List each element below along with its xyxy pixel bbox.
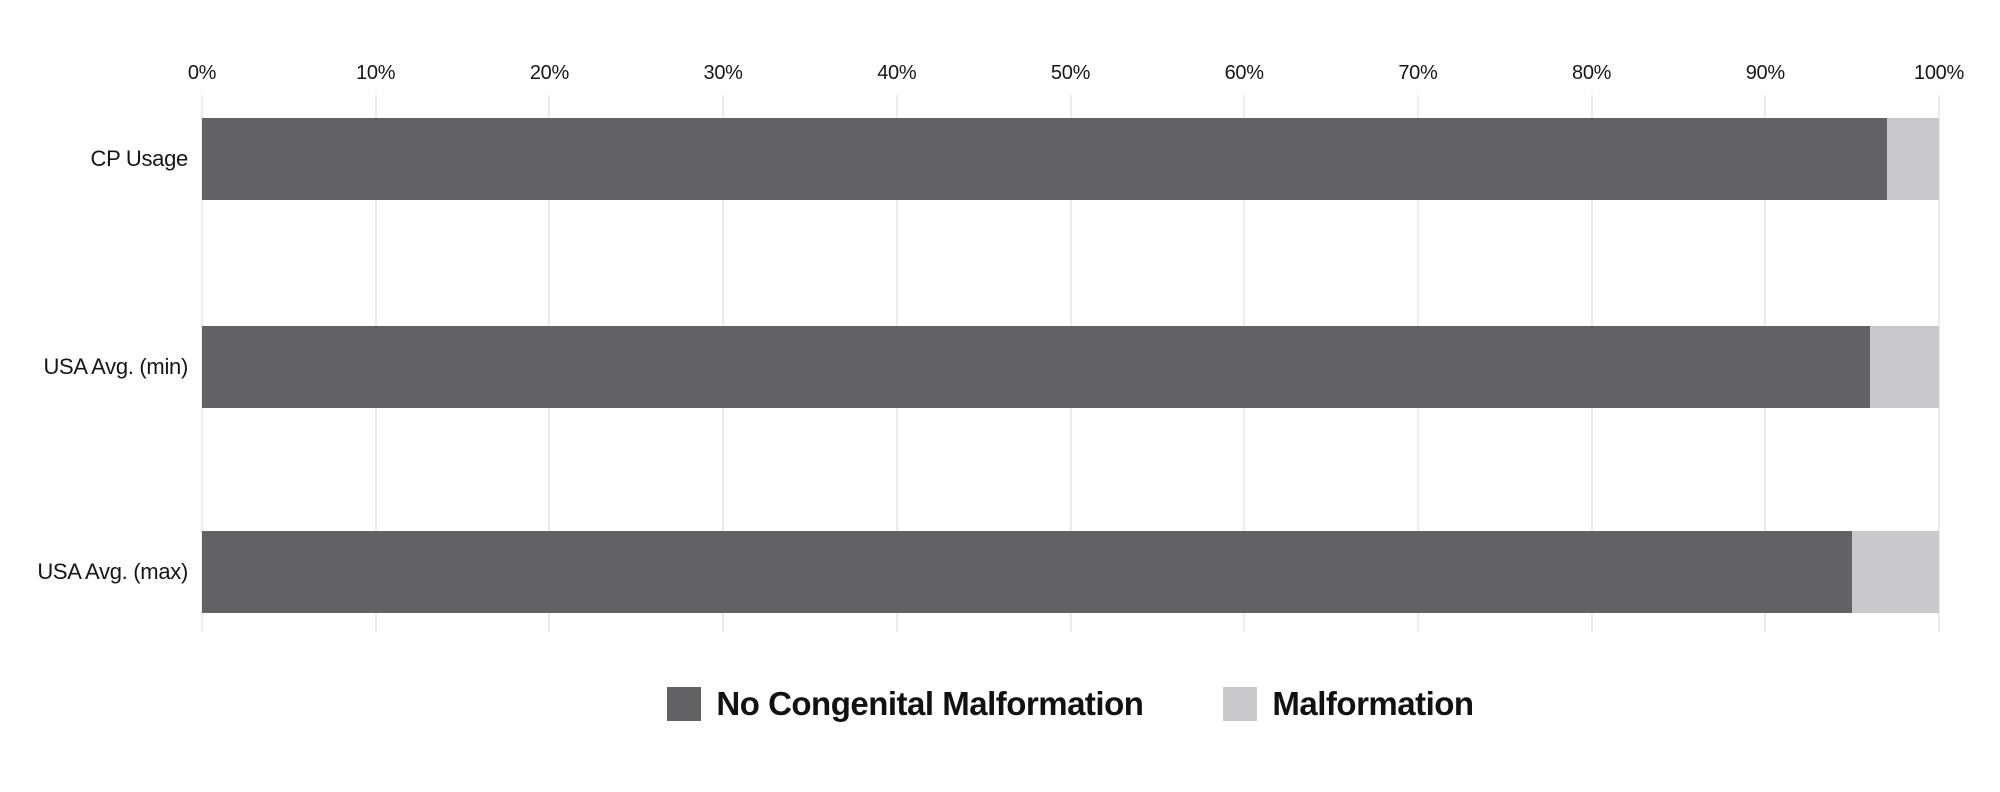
bar-cp-usage-segment-malformation [1886, 118, 1939, 200]
bar-usa-avg-min-segment-malformation [1869, 326, 1939, 408]
category-label-usa-avg-min: USA Avg. (min) [43, 354, 188, 379]
x-tick-label-20: 20% [529, 62, 569, 84]
legend-label-malformation: Malformation [1272, 685, 1474, 722]
bar-cp-usage-segment-no-congenital-malformation [202, 118, 1887, 200]
x-tick-label-40: 40% [877, 62, 917, 84]
legend: No Congenital Malformation Malformation [202, 680, 1939, 728]
x-tick-label-60: 60% [1224, 62, 1264, 84]
gridline-100 [1938, 95, 1940, 632]
x-tick-label-80: 80% [1572, 62, 1612, 84]
bar-usa-avg-min-segment-no-congenital-malformation [202, 326, 1870, 408]
legend-item-malformation: Malformation [1223, 685, 1474, 723]
category-label-cp-usage: CP Usage [90, 146, 189, 171]
legend-item-no-congenital-malformation: No Congenital Malformation [667, 685, 1144, 723]
x-tick-label-90: 90% [1745, 62, 1785, 84]
bar-usa-avg-max-segment-malformation [1852, 531, 1939, 613]
x-tick-label-30: 30% [703, 62, 743, 84]
x-tick-label-50: 50% [1050, 62, 1091, 84]
category-label-usa-avg-max: USA Avg. (max) [37, 559, 188, 584]
x-tick-label-0: 0% [187, 62, 217, 84]
bar-usa-avg-max-segment-no-congenital-malformation [202, 531, 1853, 613]
x-tick-label-70: 70% [1398, 62, 1438, 84]
x-tick-label-10: 10% [356, 62, 396, 84]
legend-label-no-congenital-malformation: No Congenital Malformation [716, 685, 1144, 722]
legend-swatch-malformation [1223, 687, 1258, 721]
x-tick-label-100: 100% [1914, 62, 1964, 84]
legend-swatch-no-congenital-malformation [667, 687, 702, 721]
